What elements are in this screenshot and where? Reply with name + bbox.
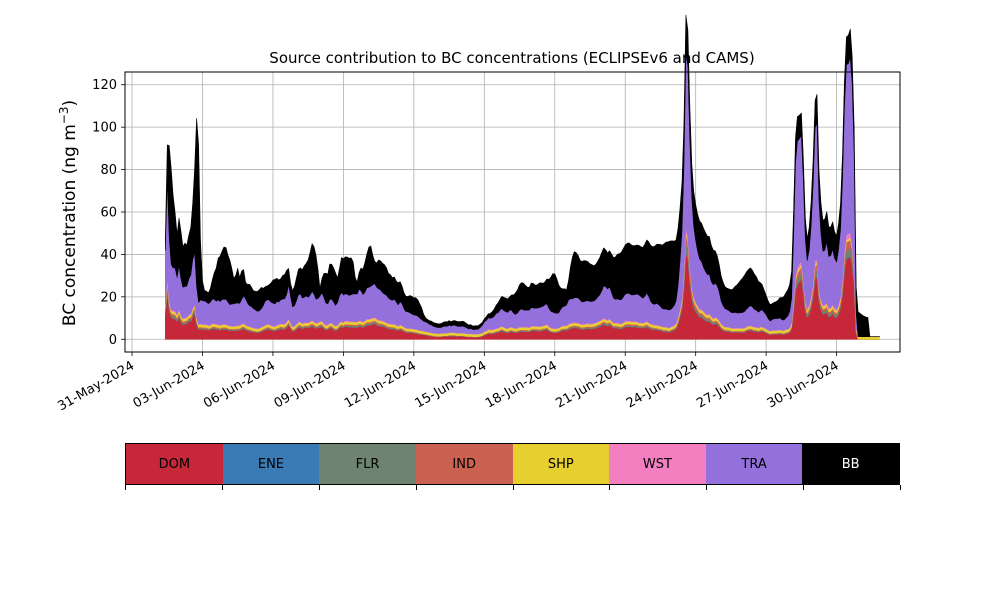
stacked-areas bbox=[165, 14, 880, 340]
x-tick-label: 06-Jun-2024 bbox=[201, 358, 278, 411]
x-tick-label: 31-May-2024 bbox=[55, 358, 137, 414]
x-tick-label: 15-Jun-2024 bbox=[412, 358, 489, 411]
area-bb bbox=[165, 14, 880, 337]
y-axis-label-close: ) bbox=[60, 100, 80, 107]
y-tick-label: 0 bbox=[109, 333, 117, 348]
y-tick-label: 100 bbox=[92, 121, 117, 136]
colorbar-tick bbox=[415, 485, 417, 490]
y-tick-label: 80 bbox=[100, 163, 117, 178]
colorbar-tick bbox=[125, 485, 126, 490]
plot-frame bbox=[124, 71, 901, 353]
chart-title: Source contribution to BC concentrations… bbox=[269, 49, 754, 67]
y-axis-label-exponent: −3 bbox=[57, 106, 71, 124]
colorbar-tick bbox=[512, 485, 514, 490]
legend-ene: ENE bbox=[222, 444, 320, 484]
legend-ind: IND bbox=[415, 444, 513, 484]
legend-dom: DOM bbox=[126, 444, 223, 484]
y-axis-label-text: BC concentration (ng m bbox=[60, 124, 80, 326]
colorbar-legend: DOM ENE FLR IND SHP WST TRA BB bbox=[125, 443, 900, 485]
colorbar-tick bbox=[318, 485, 320, 490]
colorbar-tick bbox=[706, 485, 708, 490]
x-tick-label: 09-Jun-2024 bbox=[272, 358, 349, 411]
legend-wst: WST bbox=[609, 444, 706, 484]
y-tick-label: 20 bbox=[100, 290, 117, 305]
axes bbox=[121, 71, 901, 356]
legend-shp: SHP bbox=[512, 444, 610, 484]
colorbar-tick bbox=[803, 485, 805, 490]
y-tick-label: 40 bbox=[100, 248, 117, 263]
colorbar-tick bbox=[609, 485, 611, 490]
x-tick-labels: 31-May-202403-Jun-202406-Jun-202409-Jun-… bbox=[55, 358, 841, 414]
x-tick-label: 03-Jun-2024 bbox=[131, 358, 208, 411]
y-tick-label: 120 bbox=[92, 78, 117, 93]
x-tick-label: 12-Jun-2024 bbox=[342, 358, 419, 411]
colorbar-tick bbox=[900, 485, 901, 490]
x-tick-label: 21-Jun-2024 bbox=[553, 358, 630, 411]
legend-bb: BB bbox=[802, 444, 899, 484]
x-tick-label: 24-Jun-2024 bbox=[624, 358, 701, 411]
x-tick-label: 18-Jun-2024 bbox=[483, 358, 560, 411]
y-tick-label: 60 bbox=[100, 206, 117, 221]
colorbar-tick bbox=[221, 485, 223, 490]
legend-tra: TRA bbox=[705, 444, 803, 484]
x-tick-label: 30-Jun-2024 bbox=[765, 358, 842, 411]
y-axis-label: BC concentration (ng m−3) bbox=[57, 100, 80, 326]
legend-flr: FLR bbox=[319, 444, 416, 484]
x-tick-label: 27-Jun-2024 bbox=[694, 358, 771, 411]
y-tick-labels: 0 20 40 60 80 100 120 bbox=[92, 78, 117, 348]
colorbar-ticks bbox=[125, 485, 901, 491]
